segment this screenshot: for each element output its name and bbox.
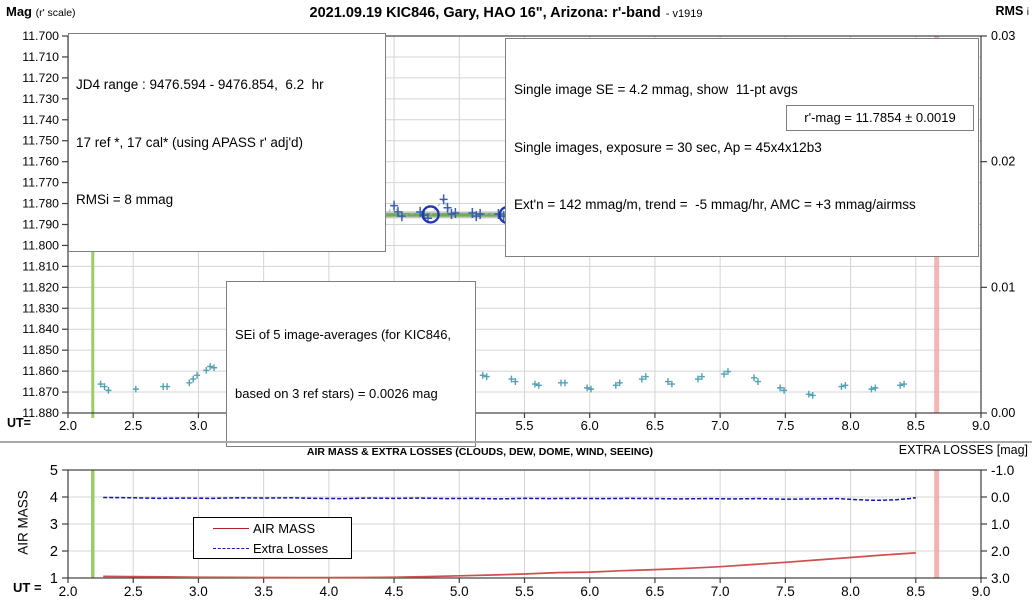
- note-line: 17 ref *, 17 cal* (using APASS r' adj'd): [76, 134, 304, 150]
- mag-tick-label: 11.800: [22, 238, 59, 252]
- mag-tick-label: 11.780: [22, 197, 59, 211]
- series-extra-losses: [103, 496, 916, 501]
- mag-label: Mag: [6, 4, 32, 19]
- series-average-circle: [421, 205, 440, 224]
- bottom-chart-legend: AIR MASS Extra Losses: [193, 517, 352, 559]
- x-tick-label: 8.0: [841, 584, 860, 599]
- x-tick-label: 9.0: [972, 584, 991, 599]
- legend-entry-extra-losses: Extra Losses: [194, 538, 351, 558]
- note-line: Single image SE = 4.2 mmag, show 11-pt a…: [514, 82, 798, 98]
- airmass-tick-label: 5: [50, 463, 58, 479]
- x-tick-label: 3.5: [254, 584, 273, 599]
- extra-losses-axis-title: EXTRA LOSSES [mag]: [898, 443, 1028, 457]
- x-tick-label: 6.5: [646, 418, 664, 433]
- x-tick-label: 2.0: [59, 418, 77, 433]
- chart-title: 2021.09.19 KIC846, Gary, HAO 16", Arizon…: [0, 5, 1012, 21]
- ut-axis-label-bottom: UT =: [13, 580, 42, 595]
- mag-tick-label: 11.760: [22, 155, 59, 169]
- losses-tick-label: 3.0: [991, 571, 1010, 586]
- mag-tick-label: 11.840: [22, 322, 59, 336]
- note-line: Ext'n = 142 mmag/m, trend = -5 mmag/hr, …: [514, 197, 916, 213]
- x-tick-label: 4.5: [385, 584, 404, 599]
- airmass-tick-label: 4: [50, 490, 58, 506]
- note-line: based on 3 ref stars) = 0.0026 mag: [235, 385, 438, 401]
- x-tick-label: 3.0: [189, 418, 207, 433]
- legend-label: AIR MASS: [253, 520, 316, 536]
- airmass-tick-label: 2: [50, 544, 58, 560]
- single-image-note-box: Single image SE = 4.2 mmag, show 11-pt a…: [505, 38, 979, 257]
- x-tick-label: 7.5: [776, 584, 795, 599]
- ut-axis-label-top: UT=: [7, 416, 31, 430]
- x-tick-label: 2.5: [124, 584, 143, 599]
- rms-axis-header: RMS i: [996, 4, 1030, 18]
- note-line: Single images, exposure = 30 sec, Ap = 4…: [514, 139, 822, 155]
- mag-tick-label: 11.750: [22, 134, 59, 148]
- x-tick-label: 7.0: [711, 418, 729, 433]
- mag-label-sub: (r' scale): [35, 7, 76, 19]
- mag-axis-header: Mag (r' scale): [6, 4, 76, 19]
- x-tick-label: 5.5: [515, 584, 534, 599]
- rms-tick-label: 0.02: [991, 155, 1015, 169]
- jd-range-note-box: JD4 range : 9476.594 - 9476.854, 6.2 hr …: [68, 33, 386, 252]
- note-line: SEi of 5 image-averages (for KIC846,: [235, 327, 452, 342]
- airmass-line-swatch: [213, 527, 249, 529]
- mag-tick-label: 11.770: [22, 176, 59, 190]
- losses-tick-label: 2.0: [991, 544, 1010, 559]
- x-tick-label: 6.0: [580, 584, 599, 599]
- mag-tick-label: 11.720: [22, 71, 59, 85]
- series-air-mass: [103, 552, 916, 579]
- x-tick-label: 6.5: [646, 584, 665, 599]
- chart-title-main: 2021.09.19 KIC846, Gary, HAO 16", Arizon…: [309, 5, 661, 21]
- losses-tick-label: -1.0: [991, 463, 1014, 478]
- mag-tick-label: 11.870: [22, 385, 59, 399]
- x-tick-label: 9.0: [972, 418, 990, 433]
- note-line: JD4 range : 9476.594 - 9476.854, 6.2 hr: [76, 77, 324, 93]
- mag-tick-label: 11.740: [22, 113, 59, 127]
- airmass-tick-label: 1: [50, 571, 58, 587]
- x-tick-label: 8.0: [842, 418, 860, 433]
- rms-tick-label: 0.01: [991, 280, 1015, 294]
- x-tick-label: 5.0: [450, 584, 469, 599]
- x-tick-label: 2.5: [124, 418, 142, 433]
- extra-losses-line-swatch: [213, 547, 249, 549]
- rms-label: RMS: [995, 4, 1024, 18]
- mag-tick-label: 11.830: [22, 301, 59, 315]
- x-tick-label: 7.5: [776, 418, 794, 433]
- mag-tick-label: 11.790: [22, 218, 59, 232]
- x-tick-label: 5.5: [515, 418, 533, 433]
- sei-note-box: SEi of 5 image-averages (for KIC846, bas…: [226, 281, 476, 447]
- bottom-chart-title: AIR MASS & EXTRA LOSSES (CLOUDS, DEW, DO…: [306, 446, 654, 458]
- mag-tick-label: 11.710: [22, 50, 59, 64]
- mag-tick-label: 11.880: [22, 406, 59, 420]
- chart-title-version: - v1919: [665, 8, 703, 20]
- mag-tick-label: 11.700: [22, 29, 59, 43]
- mag-tick-label: 11.730: [22, 92, 59, 106]
- rms-tick-label: 0.03: [991, 29, 1015, 43]
- x-tick-label: 7.0: [711, 584, 730, 599]
- rms-tick-label: 0.00: [991, 406, 1015, 420]
- mag-tick-label: 11.860: [22, 364, 59, 378]
- x-tick-label: 4.0: [319, 584, 338, 599]
- rmag-result-box: r'-mag = 11.7854 ± 0.0019: [786, 105, 974, 131]
- airmass-axis-title: AIR MASS: [15, 490, 31, 555]
- x-tick-label: 3.0: [189, 584, 208, 599]
- x-tick-label: 2.0: [59, 584, 78, 599]
- airmass-tick-label: 3: [50, 517, 58, 533]
- losses-tick-label: 1.0: [991, 517, 1010, 532]
- note-line: RMSi = 8 mmag: [76, 192, 174, 208]
- legend-label: Extra Losses: [253, 540, 329, 556]
- mag-tick-label: 11.850: [22, 343, 59, 357]
- rms-label-sub: i: [1026, 7, 1029, 18]
- x-tick-label: 8.5: [907, 418, 925, 433]
- mag-tick-label: 11.820: [22, 280, 59, 294]
- mag-tick-label: 11.810: [22, 259, 59, 273]
- x-tick-label: 8.5: [906, 584, 925, 599]
- x-tick-label: 6.0: [581, 418, 599, 433]
- losses-tick-label: 0.0: [991, 490, 1010, 505]
- legend-entry-airmass: AIR MASS: [194, 518, 351, 538]
- chart-separator-line: [0, 441, 1032, 443]
